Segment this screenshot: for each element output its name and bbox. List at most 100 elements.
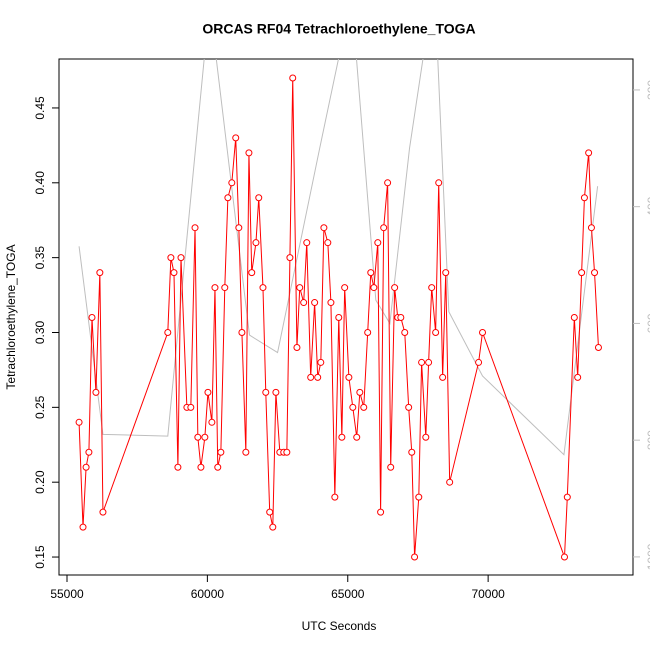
data-point (164, 328, 172, 336)
data-point (232, 134, 240, 142)
y2-tick-label: 1000 (645, 543, 650, 570)
data-point (303, 239, 311, 247)
y-tick-label: 0.20 (33, 470, 47, 494)
data-point (570, 314, 578, 322)
plot-area (75, 59, 602, 561)
data-point (367, 269, 375, 277)
data-point (364, 328, 372, 336)
data-point (425, 358, 433, 366)
y-tick-label: 0.35 (33, 246, 47, 270)
data-point (252, 239, 260, 247)
data-point (266, 508, 274, 516)
data-point (204, 388, 212, 396)
data-point (475, 358, 483, 366)
data-point (221, 284, 229, 292)
data-point (201, 433, 209, 441)
data-point (331, 493, 339, 501)
data-point (578, 269, 586, 277)
data-point (82, 463, 90, 471)
data-point (324, 239, 332, 247)
data-point (191, 224, 199, 232)
x-axis-label: UTC Seconds (302, 619, 377, 633)
data-point (96, 269, 104, 277)
data-point (248, 269, 256, 277)
data-point (224, 194, 232, 202)
y2-tick-label: 600 (645, 313, 650, 333)
data-point (370, 284, 378, 292)
data-point (585, 149, 593, 157)
data-point (335, 314, 343, 322)
data-point (293, 343, 301, 351)
data-point (208, 418, 216, 426)
data-point (401, 328, 409, 336)
data-point (446, 478, 454, 486)
data-point (217, 448, 225, 456)
data-point (341, 284, 349, 292)
data-point (345, 373, 353, 381)
data-point (296, 284, 304, 292)
y-tick-label: 0.30 (33, 320, 47, 344)
data-point (283, 448, 291, 456)
data-point (187, 403, 195, 411)
data-point (92, 388, 100, 396)
data-point (349, 403, 357, 411)
data-point (327, 299, 335, 307)
data-point (377, 508, 385, 516)
data-point (418, 358, 426, 366)
data-point (177, 254, 185, 262)
data-point (411, 553, 419, 561)
data-point (259, 284, 267, 292)
y-tick-label: 0.25 (33, 395, 47, 419)
y-axis-label: Tetrachloroethylene_TOGA (4, 244, 18, 389)
data-point (170, 269, 178, 277)
data-point (311, 299, 319, 307)
y-tick-label: 0.15 (33, 545, 47, 569)
data-point (197, 463, 205, 471)
data-point (320, 224, 328, 232)
y2-tick-label: 200 (645, 80, 650, 100)
data-point (432, 328, 440, 336)
data-point (360, 403, 368, 411)
data-point (75, 418, 83, 426)
data-point (314, 373, 322, 381)
series-line (78, 59, 599, 456)
data-point (238, 328, 246, 336)
series-line (78, 78, 599, 558)
data-point (211, 284, 219, 292)
data-point (245, 149, 253, 157)
data-point (194, 433, 202, 441)
data-point (167, 254, 175, 262)
data-point (442, 269, 450, 277)
data-point (228, 179, 236, 187)
data-point (356, 388, 364, 396)
data-point (428, 284, 436, 292)
data-point (422, 433, 430, 441)
data-point (272, 388, 280, 396)
data-point (286, 254, 294, 262)
data-point (397, 314, 405, 322)
data-point (405, 403, 413, 411)
data-point (88, 314, 96, 322)
data-point (587, 224, 595, 232)
data-point (384, 179, 392, 187)
data-point (435, 179, 443, 187)
x-tick-label: 55000 (50, 587, 84, 601)
data-point (235, 224, 243, 232)
data-point (580, 194, 588, 202)
data-point (591, 269, 599, 277)
data-point (439, 373, 447, 381)
x-tick-label: 60000 (191, 587, 225, 601)
data-point (415, 493, 423, 501)
data-point (289, 74, 297, 82)
data-point (214, 463, 222, 471)
data-point (174, 463, 182, 471)
data-point (262, 388, 270, 396)
data-point (408, 448, 416, 456)
chart-title: ORCAS RF04 Tetrachloroethylene_TOGA (202, 21, 475, 37)
data-point (300, 299, 308, 307)
y-tick-label: 0.40 (33, 171, 47, 195)
data-point (574, 373, 582, 381)
data-point (380, 224, 388, 232)
